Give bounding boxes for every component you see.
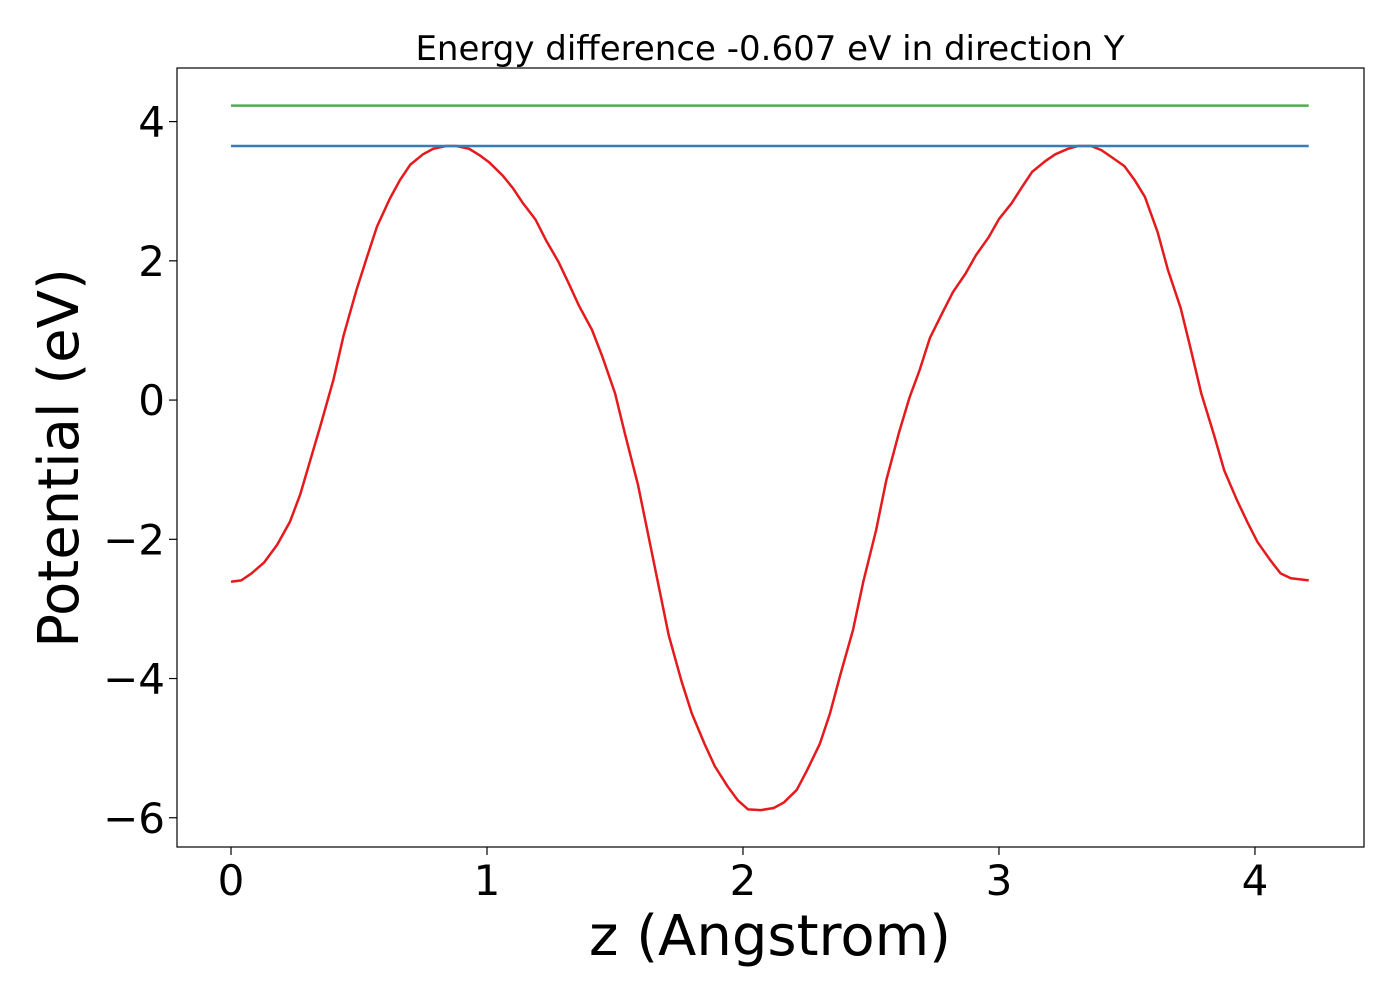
- x-tick-label: 1: [474, 856, 501, 905]
- x-tick-label: 2: [730, 856, 757, 905]
- y-tick-label: −4: [103, 655, 165, 704]
- plot-area: [230, 104, 1309, 812]
- y-tick-label: 0: [138, 376, 165, 425]
- x-tick-label: 3: [986, 856, 1013, 905]
- y-tick-label: 4: [138, 98, 165, 147]
- x-tick-label: 4: [1242, 856, 1269, 905]
- chart-title: Energy difference -0.607 eV in direction…: [415, 29, 1124, 69]
- y-axis-label: Potential (eV): [27, 268, 92, 648]
- series-line: [230, 144, 1309, 812]
- y-tick-label: 2: [138, 237, 165, 286]
- x-tick-label: 0: [218, 856, 245, 905]
- y-tick-label: −6: [103, 794, 165, 843]
- y-tick-label: −2: [103, 515, 165, 564]
- axes-frame: [176, 67, 1365, 848]
- x-axis-label: z (Angstrom): [589, 904, 951, 969]
